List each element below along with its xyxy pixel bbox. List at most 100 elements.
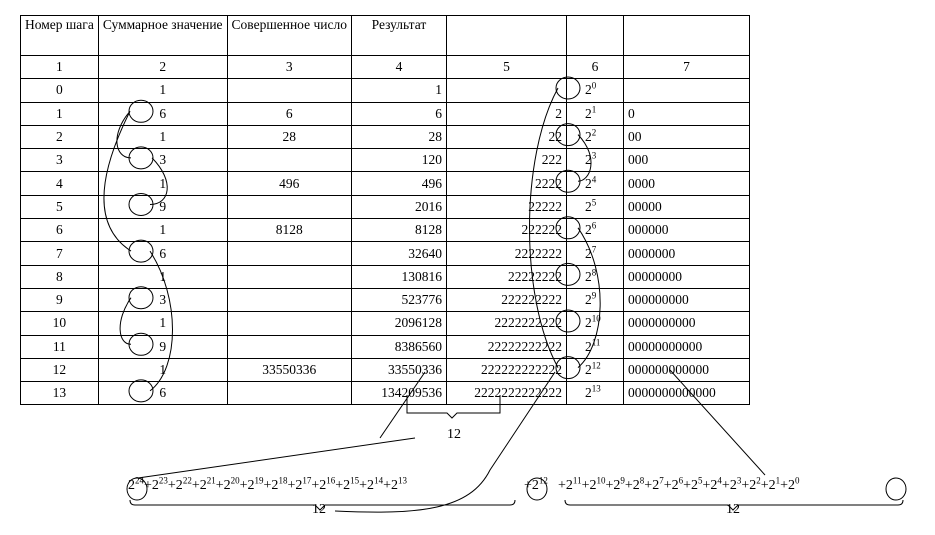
connector-curve xyxy=(116,110,132,159)
header-result: Результат xyxy=(350,15,447,56)
connector-curve xyxy=(577,227,601,368)
power-exponent: 3 xyxy=(591,150,597,161)
power-base: 2 xyxy=(584,245,592,261)
cell-perfect xyxy=(226,381,352,406)
formula-exponent: 23 xyxy=(158,475,168,486)
cell-result: 523776 xyxy=(350,287,447,313)
cell-twos: 22222222 xyxy=(445,264,567,289)
table-row: 1 6 6 6 2 21 0 xyxy=(20,101,750,126)
formula-exponent: 17 xyxy=(302,475,312,486)
arrow-line xyxy=(379,371,426,439)
circle-mark xyxy=(885,477,907,501)
formula-left-label: 12 xyxy=(312,502,326,517)
cell-power: 22 xyxy=(565,124,624,150)
circle-mark xyxy=(555,76,581,100)
cell-power: 20 xyxy=(565,78,624,103)
circle-mark xyxy=(555,169,581,193)
circle-mark xyxy=(128,239,154,263)
cell-power: 25 xyxy=(565,194,624,220)
cell-perfect: 33550336 xyxy=(226,357,352,383)
circle-mark xyxy=(555,262,581,286)
circle-mark xyxy=(555,356,581,380)
formula-middle-term: +212 xyxy=(524,475,548,493)
formula-left: 224+223+222+221+220+219+218+217+216+215+… xyxy=(128,475,407,493)
brace xyxy=(564,499,904,511)
cell-zeros: 0 xyxy=(622,101,750,126)
formula-exponent: 14 xyxy=(374,475,384,486)
formula-right-label: 12 xyxy=(726,502,740,517)
power-base: 2 xyxy=(584,82,592,98)
circle-mark xyxy=(128,193,154,216)
cell-step: 4 xyxy=(20,171,99,196)
table-row: 5 9 2016 22222 25 00000 xyxy=(20,194,750,220)
formula-exponent: 21 xyxy=(206,475,216,486)
formula-exponent: 10 xyxy=(596,475,606,486)
connector-curve xyxy=(149,157,168,205)
circle-mark xyxy=(555,309,581,333)
cell-result: 6 xyxy=(350,101,447,126)
header-sum: Суммарное значение xyxy=(97,15,228,56)
cell-step: 2 xyxy=(20,124,99,150)
power-base: 2 xyxy=(584,362,592,377)
cell-result: 134209536 xyxy=(350,381,447,406)
cell-twos: 222 xyxy=(445,148,567,173)
cell-step: 7 xyxy=(20,241,99,266)
power-base: 2 xyxy=(584,175,592,191)
power-base: 2 xyxy=(584,152,592,168)
cell-sum: 3 xyxy=(97,287,228,313)
formula-exponent: 4 xyxy=(717,475,722,486)
cell-zeros: 00 xyxy=(622,124,750,150)
formula-exponent: 15 xyxy=(350,475,360,486)
cell-zeros: 00000 xyxy=(622,194,750,220)
cell-result: 33550336 xyxy=(350,357,447,383)
cell-sum: 1 xyxy=(97,311,228,336)
power-base: 2 xyxy=(584,385,592,401)
power-base: 2 xyxy=(584,105,592,121)
cell-perfect xyxy=(226,287,352,313)
circle-mark xyxy=(128,146,154,170)
formula-exponent: 12 xyxy=(538,475,548,486)
formula-exponent: 0 xyxy=(795,475,800,486)
table-row: 12 1 33550336 33550336 222222222222 212 000000… xyxy=(20,357,750,383)
cell-perfect xyxy=(226,194,352,220)
colnum: 3 xyxy=(226,54,352,80)
cell-step: 6 xyxy=(20,218,99,243)
cell-step: 5 xyxy=(20,194,99,220)
brace xyxy=(406,395,501,419)
cell-sum: 1 xyxy=(97,78,228,103)
connector-curve xyxy=(577,134,592,182)
table-row: 4 1 496 496 2222 24 0000 xyxy=(20,171,750,196)
power-exponent: 7 xyxy=(591,244,597,255)
perfect-numbers-table: Номер шага Суммарное значение Совершенно… xyxy=(20,15,750,406)
cell-sum: 6 xyxy=(97,101,228,126)
cell-zeros: 0000 xyxy=(622,171,750,196)
cell-zeros: 000000000000 xyxy=(622,357,750,383)
arrow-line xyxy=(669,369,766,476)
power-exponent: 6 xyxy=(591,220,597,231)
formula-exponent: 5 xyxy=(698,475,703,486)
formula-exponent: 22 xyxy=(182,475,192,486)
cell-twos: 2222 xyxy=(445,171,567,196)
table-row: 11 9 8386560 22222222222 211 00000000000 xyxy=(20,334,750,359)
formula-exponent: 6 xyxy=(678,475,684,486)
power-base: 2 xyxy=(584,292,592,308)
formula-exponent: 19 xyxy=(254,475,264,486)
brace xyxy=(129,499,516,511)
connector-curve xyxy=(103,111,132,252)
connector-curve xyxy=(119,297,132,345)
connector-curve xyxy=(529,87,559,368)
formula-exponent: 20 xyxy=(230,475,240,486)
connector-curve xyxy=(149,250,173,392)
formula-exponent: 8 xyxy=(639,475,645,486)
power-exponent: 10 xyxy=(591,313,601,324)
circle-mark xyxy=(128,379,154,403)
power-base: 2 xyxy=(584,222,592,238)
cell-step: 10 xyxy=(20,311,99,336)
power-exponent: 13 xyxy=(591,383,601,394)
cell-step: 1 xyxy=(20,101,99,126)
formula-exponent: 2 xyxy=(756,475,761,486)
cell-result: 2096128 xyxy=(350,311,447,336)
colnum: 5 xyxy=(445,54,567,80)
cell-twos: 22 xyxy=(445,124,567,150)
